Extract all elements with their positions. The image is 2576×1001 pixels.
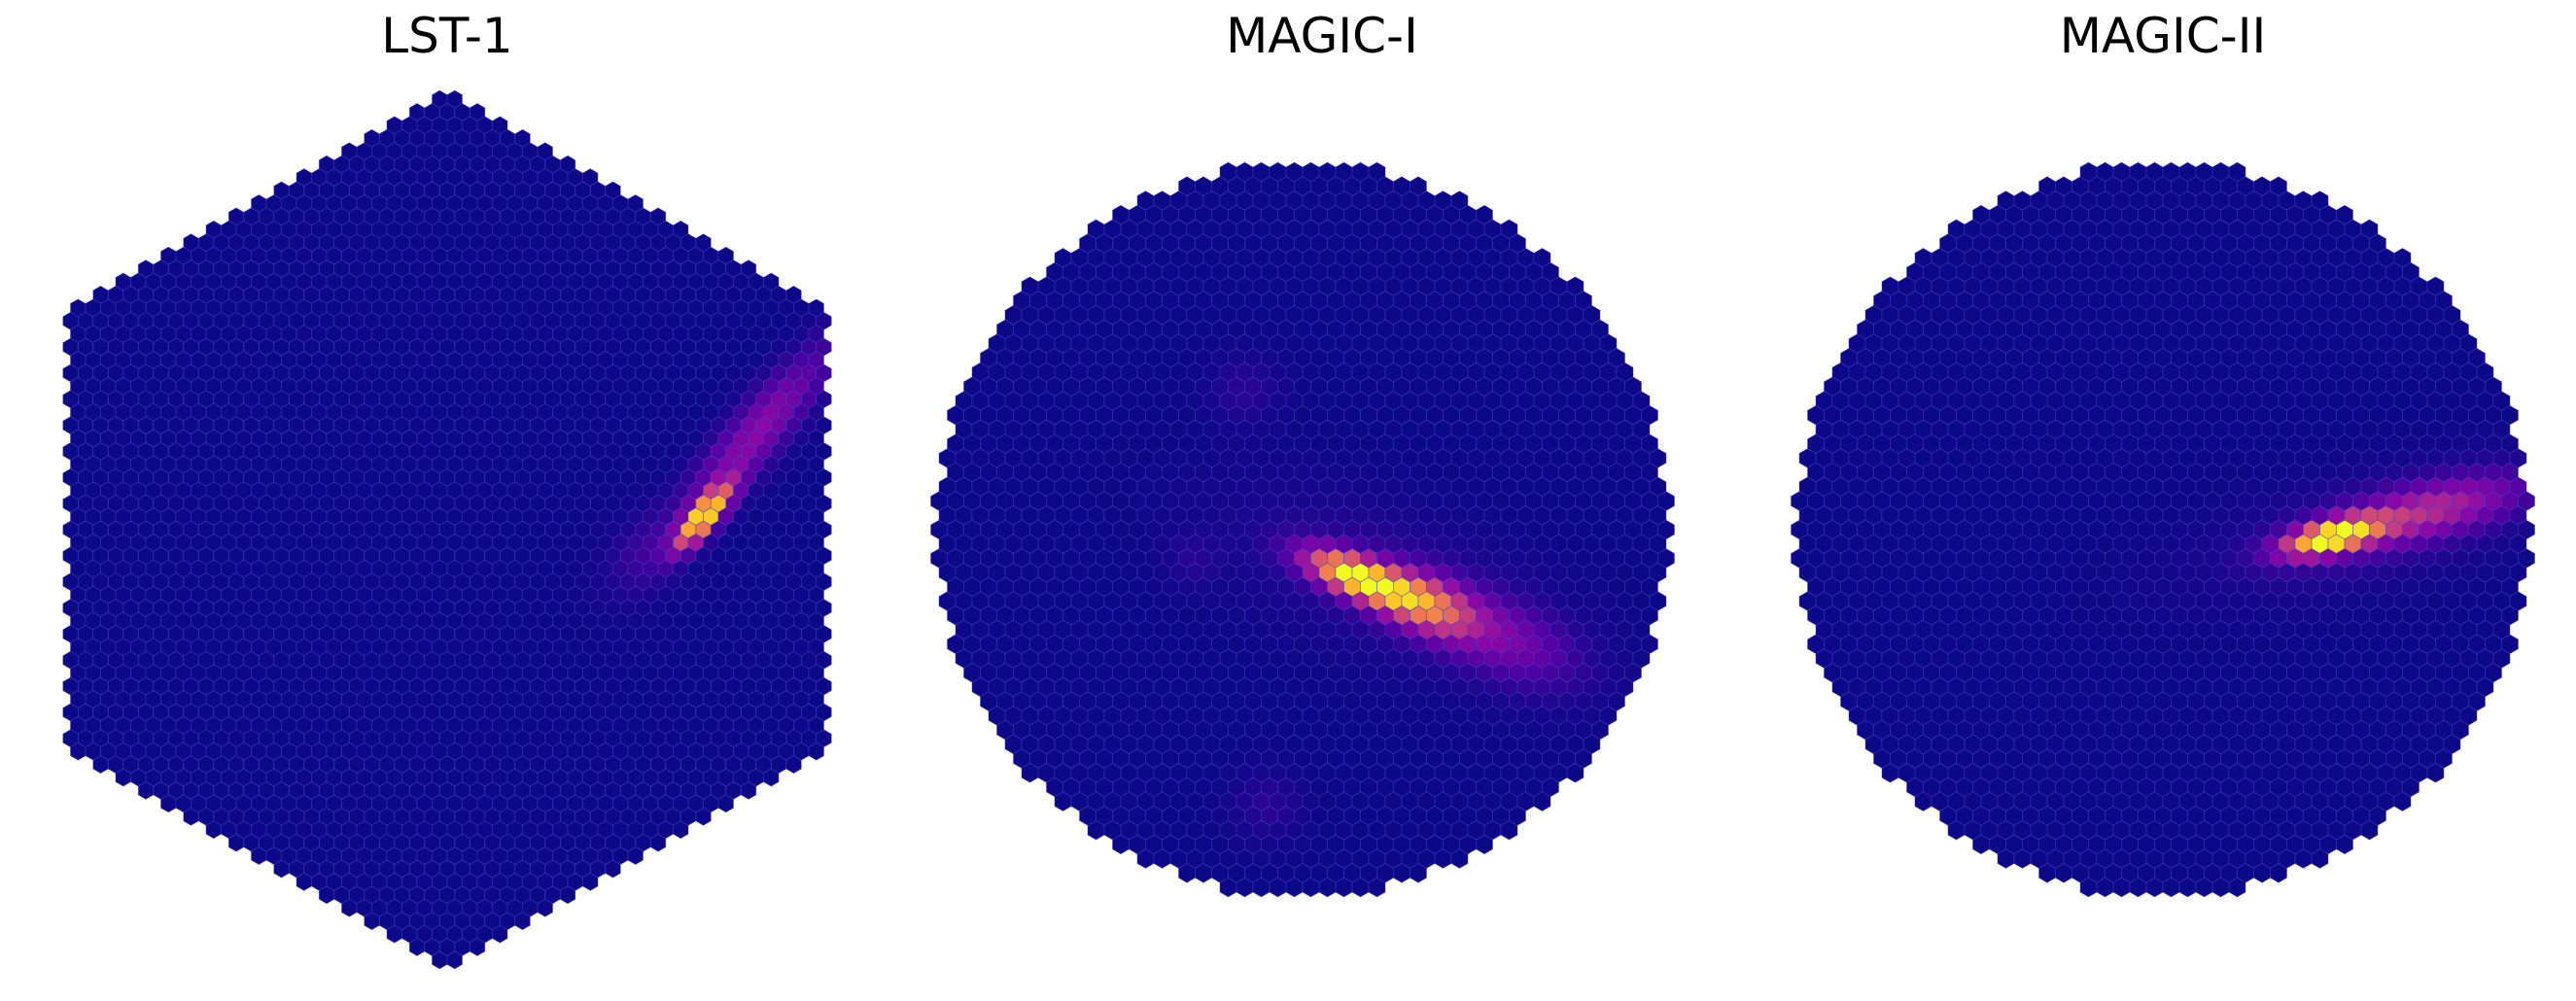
camera-pixel [492,924,508,944]
camera-pixel [808,742,824,761]
camera-pixel [717,794,734,813]
camera-pixel [1566,763,1584,783]
camera-pixel [469,938,486,956]
camera-pixel [537,898,553,917]
camera-panel-lst1: LST-1 [0,0,894,1001]
camera-display-magic2 [1791,161,2535,898]
camera-pixel [559,885,576,905]
camera-title-magic1: MAGIC-I [1226,8,1418,64]
camera-pixel-grid [1791,161,2535,898]
camera-pixel [364,912,380,931]
camera-pixel-grid [62,89,832,970]
camera-panel-magic1: MAGIC-I [894,0,1750,1001]
camera-pixel [673,820,689,840]
camera-pixel [446,950,463,970]
camera-pixel [740,781,757,800]
camera-pixel [763,768,780,787]
camera-pixel [627,846,644,865]
camera-pixel [1476,834,1493,855]
camera-pixel [1368,877,1386,898]
camera-pixel [514,912,531,931]
camera-pixel [92,755,109,775]
camera-pixel [582,873,599,891]
camera-pixel [785,755,802,775]
camera-pixel [273,859,290,879]
camera-pixel [649,833,667,852]
camera-pixel [1533,791,1551,811]
camera-pixel-grid [930,161,1675,898]
camera-title-lst1: LST-1 [381,8,513,64]
camera-pixel [1500,819,1518,841]
camera-display-lst1 [62,89,832,970]
camera-display-magic1 [930,161,1675,898]
camera-title-magic2: MAGIC-II [2059,8,2267,64]
camera-pixel [1450,848,1469,869]
camera-pixel [695,807,712,826]
camera-pixel [183,807,199,826]
camera-pixel [605,859,621,879]
camera-pixel [1410,863,1427,883]
camera-panel-magic2: MAGIC-II [1750,0,2576,1001]
